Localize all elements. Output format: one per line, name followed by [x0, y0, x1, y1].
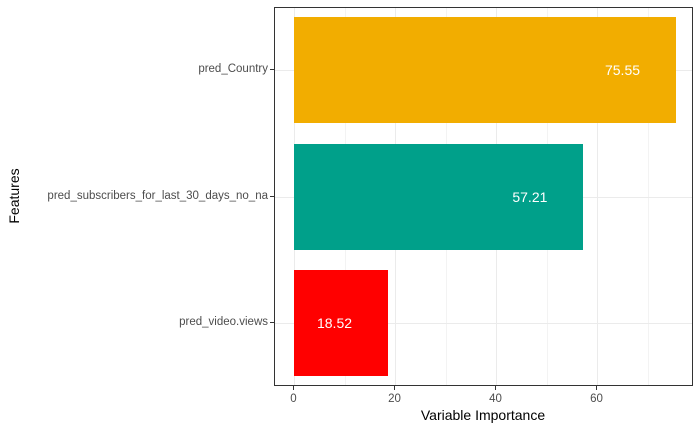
- x-tick: [596, 386, 597, 390]
- x-tick-label: 40: [489, 393, 502, 405]
- bar-value-label: 57.21: [512, 188, 548, 205]
- y-tick: [270, 69, 274, 71]
- bar-value-label: 18.52: [316, 314, 353, 331]
- x-tick: [495, 386, 496, 390]
- x-tick-label: 60: [590, 393, 603, 405]
- x-tick: [394, 386, 395, 390]
- bar-pred_video.views: [294, 269, 388, 376]
- bar-pred_subscribers_for_last_30_days_no_na: [294, 143, 583, 250]
- x-tick: [293, 386, 294, 390]
- x-tick-label: 20: [388, 393, 401, 405]
- y-tick: [270, 195, 274, 197]
- y-tick-label: pred_Country: [198, 63, 268, 76]
- y-tick: [270, 321, 274, 323]
- grid-line-horizontal: [275, 322, 692, 324]
- x-tick-label: 0: [290, 393, 297, 405]
- x-axis-title: Variable Importance: [420, 407, 546, 423]
- y-tick-label: pred_subscribers_for_last_30_days_no_na: [47, 189, 268, 202]
- plot-panel: 75.55 57.21 18.52: [274, 7, 693, 386]
- y-axis-title: Features: [6, 168, 22, 224]
- y-tick-label: pred_video.views: [179, 315, 268, 328]
- bar-pred_Country: [294, 17, 676, 124]
- bar-value-label: 75.55: [604, 62, 641, 79]
